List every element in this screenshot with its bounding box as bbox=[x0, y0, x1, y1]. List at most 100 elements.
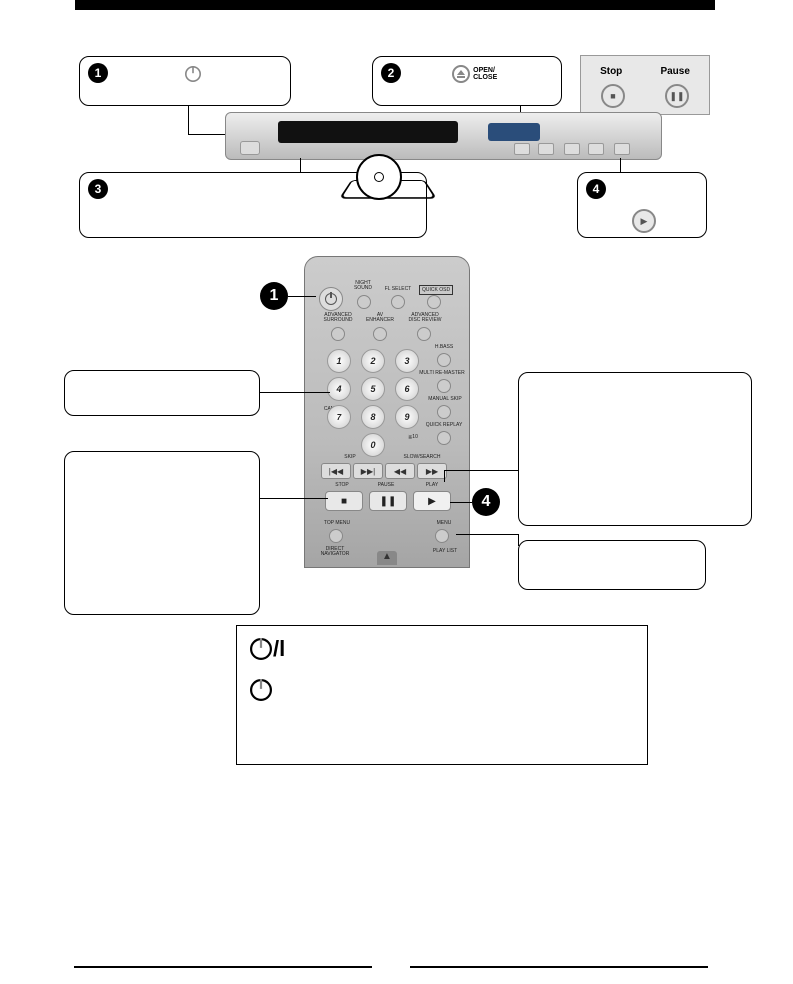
eject-icon bbox=[452, 65, 470, 83]
nav-up-button[interactable]: ▲ bbox=[377, 551, 397, 565]
remote-control: NIGHT SOUND FL SELECT QUICK OSD ADVANCED… bbox=[304, 256, 470, 568]
num-1[interactable]: 1 bbox=[327, 349, 351, 373]
dvd-player-unit bbox=[225, 112, 662, 160]
remote-badge-1: 1 bbox=[260, 282, 288, 310]
badge-3: 3 bbox=[88, 179, 108, 199]
power-icon bbox=[250, 638, 272, 660]
leader-line bbox=[260, 498, 328, 499]
top-black-bar bbox=[75, 0, 715, 10]
stop-label: Stop bbox=[600, 66, 622, 77]
play-button-icon: ▶ bbox=[632, 209, 656, 233]
num-9[interactable]: 9 bbox=[395, 405, 419, 429]
num-6[interactable]: 6 bbox=[395, 377, 419, 401]
leader-line bbox=[620, 158, 621, 172]
power-icon bbox=[250, 679, 272, 701]
callout-4-play: 4 ▶ bbox=[577, 172, 707, 238]
annotation-box-left-2 bbox=[64, 451, 260, 615]
num-4[interactable]: 4 bbox=[327, 377, 351, 401]
standby-legend-box: /l bbox=[236, 625, 648, 765]
pause-label: Pause bbox=[660, 66, 689, 77]
player-small-button bbox=[564, 143, 580, 155]
slow-fwd-button[interactable]: ▶▶ bbox=[417, 463, 447, 479]
leader-line bbox=[260, 392, 330, 393]
callout-1-power: 1 bbox=[79, 56, 291, 106]
skip-label: SKIP bbox=[335, 455, 365, 460]
remote-stop-button[interactable]: ■ bbox=[325, 491, 363, 511]
bottom-rule-right bbox=[410, 966, 708, 968]
remote-play-label: PLAY bbox=[419, 483, 445, 488]
menu-button[interactable] bbox=[435, 529, 449, 543]
disc-tray bbox=[278, 121, 458, 143]
player-small-button bbox=[588, 143, 604, 155]
open-close-label: OPEN/ CLOSE bbox=[473, 67, 497, 81]
annotation-box-right-1 bbox=[518, 372, 752, 526]
remote-small-button[interactable] bbox=[437, 405, 451, 419]
leader-line bbox=[288, 296, 316, 297]
num-5[interactable]: 5 bbox=[361, 377, 385, 401]
playlist-label: PLAY LIST bbox=[425, 549, 465, 554]
remote-small-button[interactable] bbox=[357, 295, 371, 309]
remote-pause-button[interactable]: ❚❚ bbox=[369, 491, 407, 511]
top-menu-button[interactable] bbox=[329, 529, 343, 543]
remote-small-button[interactable] bbox=[437, 379, 451, 393]
fl-select-label: FL SELECT bbox=[381, 287, 415, 292]
leader-line bbox=[444, 470, 445, 482]
annotation-box-right-2 bbox=[518, 540, 706, 590]
player-small-button bbox=[538, 143, 554, 155]
skip-prev-button[interactable]: |◀◀ bbox=[321, 463, 351, 479]
power-icon bbox=[185, 66, 201, 82]
remote-small-button[interactable] bbox=[427, 295, 441, 309]
num-8[interactable]: 8 bbox=[361, 405, 385, 429]
player-small-button bbox=[514, 143, 530, 155]
slow-search-label: SLOW/SEARCH bbox=[393, 455, 451, 460]
leader-line bbox=[456, 534, 518, 535]
remote-small-button[interactable] bbox=[331, 327, 345, 341]
leader-line bbox=[188, 106, 189, 134]
remote-small-button[interactable] bbox=[437, 431, 451, 445]
leader-line bbox=[450, 502, 472, 503]
bottom-rule-left bbox=[74, 966, 372, 968]
badge-2: 2 bbox=[381, 63, 401, 83]
top-menu-label: TOP MENU bbox=[317, 521, 357, 526]
av-enhancer-label: AV ENHANCER bbox=[365, 313, 395, 323]
adv-surround-label: ADVANCED SURROUND bbox=[321, 313, 355, 323]
manual-skip-label: MANUAL SKIP bbox=[423, 397, 467, 402]
skip-next-button[interactable]: ▶▶| bbox=[353, 463, 383, 479]
remote-small-button[interactable] bbox=[417, 327, 431, 341]
slow-rew-button[interactable]: ◀◀ bbox=[385, 463, 415, 479]
direct-navigator-label: DIRECT NAVIGATOR bbox=[313, 547, 357, 557]
leader-line bbox=[444, 470, 518, 471]
quick-osd-label: QUICK OSD bbox=[419, 285, 453, 295]
remote-badge-4: 4 bbox=[472, 488, 500, 516]
player-small-button bbox=[614, 143, 630, 155]
remote-small-button[interactable] bbox=[437, 353, 451, 367]
remote-power-button[interactable] bbox=[319, 287, 343, 311]
remote-pause-label: PAUSE bbox=[371, 483, 401, 488]
player-display bbox=[488, 123, 540, 141]
hbass-label: H.BASS bbox=[429, 345, 459, 350]
callout-2-open: 2 OPEN/ CLOSE bbox=[372, 56, 562, 106]
multi-remaster-label: MULTI RE-MASTER bbox=[417, 371, 467, 376]
badge-4: 4 bbox=[586, 179, 606, 199]
remote-small-button[interactable] bbox=[391, 295, 405, 309]
badge-1: 1 bbox=[88, 63, 108, 83]
quick-replay-label: QUICK REPLAY bbox=[421, 423, 467, 428]
num-3[interactable]: 3 bbox=[395, 349, 419, 373]
num-7[interactable]: 7 bbox=[327, 405, 351, 429]
stop-button-icon: ■ bbox=[601, 84, 625, 108]
player-power-button bbox=[240, 141, 260, 155]
num-2[interactable]: 2 bbox=[361, 349, 385, 373]
pause-button-icon: ❚❚ bbox=[665, 84, 689, 108]
adv-disc-review-label: ADVANCED DISC REVIEW bbox=[405, 313, 445, 323]
remote-small-button[interactable] bbox=[373, 327, 387, 341]
ge10-label: ≧10 bbox=[403, 435, 423, 440]
remote-play-button[interactable]: ▶ bbox=[413, 491, 451, 511]
leader-line bbox=[300, 158, 301, 172]
num-0[interactable]: 0 bbox=[361, 433, 385, 457]
night-sound-label: NIGHT SOUND bbox=[349, 281, 377, 291]
leader-line bbox=[518, 534, 519, 546]
remote-stop-label: STOP bbox=[329, 483, 355, 488]
annotation-box-left-1 bbox=[64, 370, 260, 416]
menu-label: MENU bbox=[429, 521, 459, 526]
stop-pause-panel: Stop Pause ■ ❚❚ bbox=[580, 55, 710, 115]
